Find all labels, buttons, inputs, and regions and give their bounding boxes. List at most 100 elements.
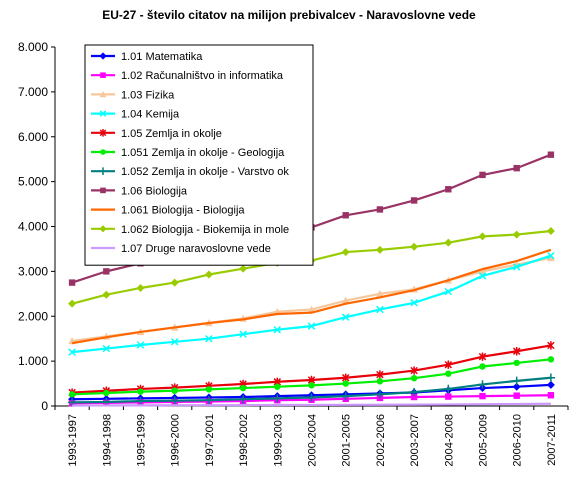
x-tick-label: 2001-2005: [341, 414, 353, 467]
data-point: [444, 360, 453, 369]
data-point: [512, 230, 521, 239]
legend-box: [84, 44, 314, 266]
data-point: [204, 270, 213, 279]
data-point: [410, 197, 418, 204]
data-point: [239, 264, 248, 273]
x-tick-label: 2002-2006: [375, 414, 387, 467]
data-point: [170, 396, 179, 405]
data-point: [513, 359, 520, 367]
data-point: [410, 374, 418, 382]
y-tick-label: 3.000: [18, 264, 48, 278]
y-tick-label: 2.000: [18, 309, 48, 323]
legend-item: 1.06 Biologija: [91, 185, 188, 197]
data-point: [409, 387, 419, 397]
data-point: [99, 52, 107, 60]
data-point: [99, 129, 107, 137]
data-point: [375, 245, 384, 254]
data-point: [103, 268, 110, 275]
x-tick-label: 2006-2010: [512, 414, 524, 467]
data-point: [68, 348, 76, 356]
y-tick-label: 8.000: [18, 40, 48, 54]
data-point: [410, 393, 418, 401]
data-point: [547, 392, 555, 399]
data-point: [103, 389, 110, 397]
legend-item: 1.02 Računalništvo in informatika: [91, 70, 284, 82]
data-point: [546, 380, 555, 389]
data-point: [136, 396, 145, 406]
data-point: [99, 167, 107, 175]
legend-item: 1.01 Matematika: [91, 51, 203, 63]
x-tick-label: 2007-2011: [546, 414, 558, 466]
legend-item: 1.061 Biologija - Biologija: [91, 205, 245, 217]
data-point: [273, 325, 282, 334]
series-line: [71, 248, 552, 345]
data-point: [100, 187, 106, 194]
data-point: [308, 382, 315, 389]
data-point: [341, 248, 350, 257]
data-point: [445, 393, 452, 400]
data-point: [136, 283, 145, 292]
data-point: [273, 394, 282, 403]
data-point: [445, 186, 452, 193]
data-point: [512, 347, 521, 356]
legend-label: 1.051 Zemlja in okolje - Geologija: [121, 147, 285, 159]
data-point: [547, 251, 555, 260]
data-point: [478, 232, 487, 241]
legend: 1.01 Matematika 1.02 Računalništvo in inf…: [84, 44, 314, 266]
legend-label: 1.03 Fizika: [121, 89, 175, 101]
series: [72, 402, 551, 407]
x-tick-label: 2000-2004: [307, 414, 319, 467]
data-point: [341, 296, 350, 304]
legend-item: 1.04 Kemija: [91, 109, 180, 121]
data-point: [342, 380, 349, 387]
data-point: [376, 370, 384, 379]
data-point: [547, 356, 555, 363]
data-point: [376, 206, 384, 213]
series: [71, 248, 552, 345]
data-point: [479, 392, 486, 400]
data-point: [478, 380, 487, 389]
x-tick-label: 2005-2009: [478, 414, 490, 467]
data-point: [376, 305, 384, 314]
chart-title: EU-27 - število citatov na milijon prebi…: [102, 8, 476, 22]
data-point: [513, 392, 520, 399]
legend-item: 1.05 Zemlja in okolje: [91, 128, 222, 140]
data-point: [479, 171, 486, 179]
legend-item: 1.03 Fizika: [91, 89, 175, 101]
legend-item: 1.062 Biologija - Biokemija in mole: [91, 224, 289, 236]
series: [68, 251, 555, 356]
legend-label: 1.061 Biologija - Biologija: [121, 205, 245, 217]
data-point: [100, 72, 106, 78]
series: [67, 373, 556, 407]
data-point: [342, 212, 349, 219]
data-point: [546, 373, 556, 382]
data-point: [136, 341, 145, 349]
data-point: [238, 395, 248, 404]
data-point: [341, 313, 350, 321]
data-point: [512, 376, 521, 386]
data-point: [204, 395, 214, 405]
legend-item: 1.051 Zemlja in okolje - Geologija: [91, 147, 285, 159]
legend-label: 1.04 Kemija: [121, 109, 180, 121]
y-tick-label: 5.000: [18, 175, 48, 189]
legend-item: 1.07 Druge naravoslovne vede: [91, 243, 271, 255]
legend-label: 1.01 Matematika: [121, 51, 203, 63]
legend-label: 1.02 Računalništvo in informatika: [121, 70, 284, 82]
series-line: [72, 402, 551, 407]
data-point: [445, 370, 452, 377]
data-point: [137, 388, 144, 395]
data-point: [478, 352, 487, 361]
data-point: [547, 151, 555, 158]
data-point: [307, 322, 316, 330]
data-point: [239, 330, 247, 338]
legend-label: 1.062 Biologija - Biokemija in mole: [121, 224, 289, 236]
data-point: [170, 278, 179, 287]
data-point: [68, 279, 76, 286]
x-tick-label: 1999-2003: [272, 414, 284, 467]
data-point: [205, 386, 213, 393]
data-point: [307, 393, 316, 402]
data-point: [99, 91, 107, 98]
data-point: [99, 225, 107, 233]
